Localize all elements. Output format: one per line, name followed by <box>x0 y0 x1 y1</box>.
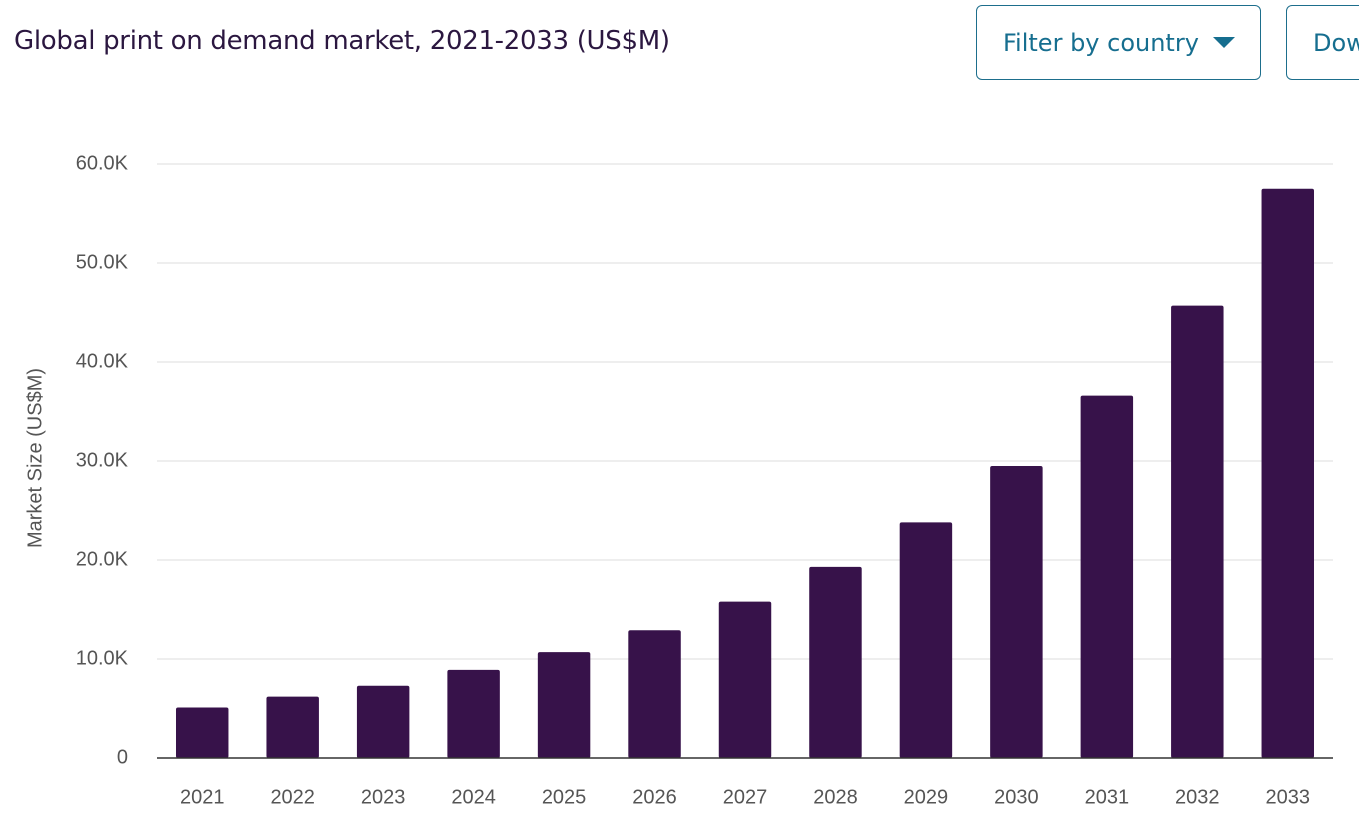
x-tick-label: 2033 <box>1266 786 1311 808</box>
y-tick-label: 20.0K <box>76 548 129 570</box>
bar <box>990 465 1043 758</box>
filter-button[interactable]: Filter by country <box>976 5 1261 80</box>
x-tick-label: 2025 <box>542 786 587 808</box>
x-tick-label: 2022 <box>270 786 315 808</box>
bar <box>1171 305 1224 758</box>
x-tick-label: 2032 <box>1175 786 1220 808</box>
x-tick-label: 2021 <box>180 786 225 808</box>
x-tick-label: 2029 <box>904 786 949 808</box>
bar <box>899 522 953 758</box>
y-tick-label: 30.0K <box>76 449 129 471</box>
y-tick-label: 50.0K <box>76 251 129 273</box>
x-tick-label: 2030 <box>994 786 1039 808</box>
filter-label: Filter by country <box>1003 28 1199 57</box>
bar <box>718 601 772 758</box>
x-tick-label: 2026 <box>632 786 677 808</box>
bar <box>1261 188 1315 758</box>
bar <box>628 630 681 758</box>
chart-title: Global print on demand market, 2021-2033… <box>14 26 670 56</box>
dropdown-caret <box>1212 36 1235 48</box>
bar <box>175 707 229 758</box>
y-tick-label: 10.0K <box>76 647 129 669</box>
x-tick-label: 2024 <box>451 786 496 808</box>
bar <box>809 566 862 758</box>
y-tick-label: 60.0K <box>76 152 129 174</box>
y-axis-title: Market Size (US$M) <box>24 368 46 548</box>
y-tick-label: 0 <box>117 746 128 768</box>
x-tick-label: 2027 <box>723 786 768 808</box>
bar <box>447 669 500 758</box>
bar <box>537 652 591 758</box>
bar <box>356 685 410 758</box>
y-tick-label: 40.0K <box>76 350 129 372</box>
download-label: Download <box>1313 28 1359 57</box>
download-clip: Download <box>1286 5 1359 83</box>
bar <box>266 696 319 758</box>
x-tick-label: 2023 <box>361 786 406 808</box>
download-button[interactable]: Download <box>1286 5 1359 80</box>
bar <box>1080 395 1134 758</box>
x-tick-label: 2028 <box>813 786 858 808</box>
x-tick-label: 2031 <box>1085 786 1130 808</box>
